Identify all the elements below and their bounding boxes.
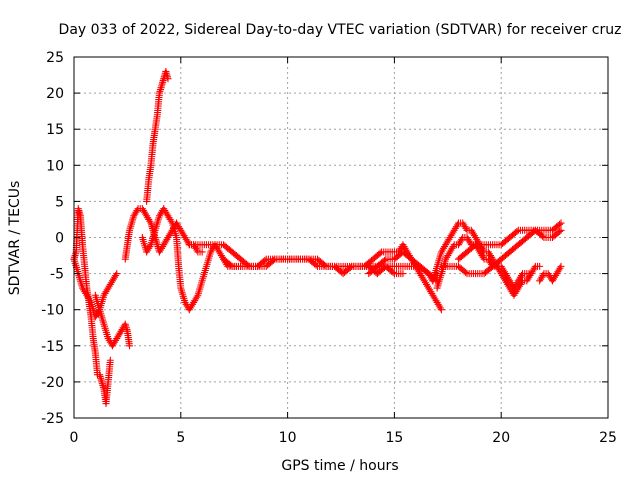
data-point <box>470 242 478 250</box>
x-tick-label: 0 <box>70 430 79 446</box>
y-tick-label: -15 <box>41 339 64 355</box>
series-2 <box>70 255 121 321</box>
data-marks <box>70 67 565 408</box>
data-point <box>164 75 172 83</box>
data-point <box>556 227 564 235</box>
y-tick-label: -20 <box>41 375 64 391</box>
y-tick-label: -10 <box>41 303 64 319</box>
series-6 <box>138 205 245 314</box>
data-point <box>437 306 445 314</box>
data-point <box>462 268 470 276</box>
chart-title: Day 033 of 2022, Sidereal Day-to-day VTE… <box>59 22 622 38</box>
data-point <box>556 220 564 228</box>
y-tick-label: 25 <box>46 50 64 66</box>
x-tick-label: 25 <box>599 430 617 446</box>
data-point <box>380 264 388 272</box>
data-point <box>227 261 235 269</box>
data-point <box>198 248 206 256</box>
data-point <box>513 227 521 235</box>
data-point <box>126 342 134 350</box>
x-tick-label: 15 <box>385 430 403 446</box>
data-point <box>536 262 544 270</box>
data-point <box>380 256 388 264</box>
data-point <box>557 226 565 234</box>
series-16 <box>536 262 565 285</box>
x-tick-labels: 0 5 10 15 20 25 <box>70 430 617 446</box>
x-tick-label: 5 <box>176 430 185 446</box>
y-tick-label: -5 <box>50 267 64 283</box>
data-point <box>269 256 277 264</box>
data-point <box>399 270 407 278</box>
data-point <box>376 249 384 257</box>
data-point <box>261 256 269 264</box>
series-5 <box>143 67 172 205</box>
y-tick-label: -25 <box>41 411 64 427</box>
series-4 <box>121 205 206 263</box>
y-tick-label: 0 <box>55 231 64 247</box>
ticks <box>73 56 609 419</box>
y-tick-labels: -25 -20 -15 -10 -5 0 5 10 15 20 25 <box>41 50 64 427</box>
x-tick-label: 10 <box>279 430 297 446</box>
data-point <box>106 356 114 364</box>
y-tick-label: 5 <box>55 194 64 210</box>
series-14 <box>437 219 565 278</box>
data-point <box>557 219 565 227</box>
data-point <box>538 232 546 240</box>
data-point <box>312 261 320 269</box>
data-point <box>113 270 121 278</box>
y-tick-label: 15 <box>46 122 64 138</box>
data-point <box>527 270 535 278</box>
y-tick-label: 10 <box>46 158 64 174</box>
data-point <box>389 268 397 276</box>
x-tick-label: 20 <box>492 430 510 446</box>
series-3 <box>91 291 134 350</box>
series-15 <box>454 226 565 263</box>
x-axis-label: GPS time / hours <box>281 458 398 474</box>
series-9 <box>360 241 445 314</box>
y-axis-label: SDTVAR / TECUs <box>7 181 23 296</box>
y-tick-label: 20 <box>46 86 64 102</box>
data-point <box>557 262 565 270</box>
